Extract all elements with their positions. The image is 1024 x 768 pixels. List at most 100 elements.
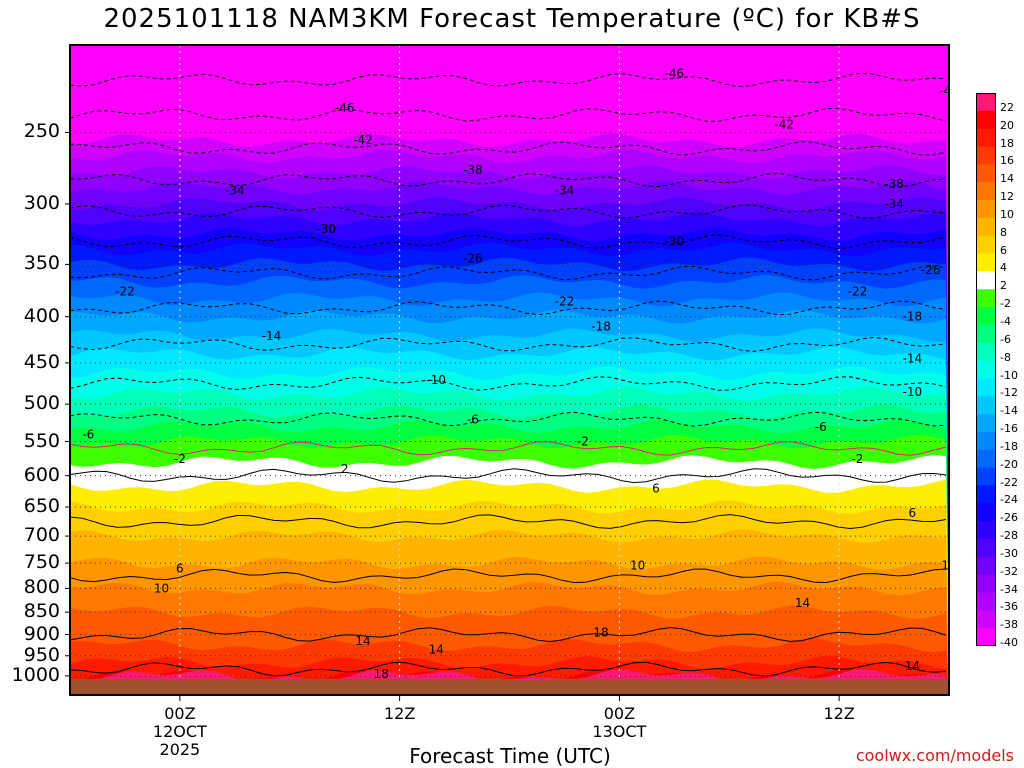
contour--26 (70, 234, 947, 250)
chart-title: 2025101118 NAM3KM Forecast Temperature (… (103, 4, 921, 34)
colorbar-swatch (976, 378, 996, 397)
contour-label: -46 (939, 84, 959, 98)
contour-label: 2 (341, 462, 349, 476)
colorbar-swatch (976, 182, 996, 201)
colorbar-swatch (976, 360, 996, 379)
colorbar-label: 22 (1000, 100, 1014, 114)
colorbar-swatch (976, 200, 996, 219)
contour-label: 2 (963, 462, 971, 476)
x-tick-line: 13OCT (592, 722, 647, 741)
colorbar-label: 12 (1000, 190, 1014, 204)
colorbar-label: -2 (1000, 297, 1011, 311)
colorbar-label: -34 (1000, 582, 1018, 596)
contour--18 (70, 300, 947, 316)
y-tick-label: 650 (23, 495, 60, 517)
colorbar-swatch (976, 110, 996, 130)
colorbar-swatch (976, 449, 996, 469)
x-tick-line: 2025 (159, 740, 201, 759)
x-tick-line: 00Z (164, 704, 196, 723)
colorbar-frame (976, 93, 996, 646)
colorbar-label: -16 (1000, 422, 1018, 436)
contour-label: -2 (577, 435, 589, 449)
colorbar-swatch (976, 217, 996, 237)
contour-label: 14 (795, 596, 810, 610)
x-tick-label: 12Z (794, 705, 884, 723)
contour--2 (70, 440, 947, 456)
colorbar-label: -28 (1000, 529, 1018, 543)
contour-label: 10 (630, 559, 645, 573)
contour--14 (70, 336, 947, 352)
x-tick-line: 12Z (383, 704, 416, 723)
colorbar-swatch (976, 574, 996, 593)
colorbar-swatch (976, 521, 996, 540)
colorbar-label: -36 (1000, 600, 1018, 614)
x-tick-label: 00Z 13OCT (574, 705, 664, 741)
contour--6 (70, 411, 947, 427)
colorbar-swatch (976, 414, 996, 433)
colorbar-swatch (976, 146, 996, 165)
contour-label: -26 (463, 252, 483, 266)
colorbar-swatch (976, 592, 996, 611)
contour-label: -6 (815, 420, 827, 434)
contour-label: -10 (903, 385, 923, 399)
y-tick-label: 750 (23, 551, 60, 574)
contour-label: -22 (848, 284, 868, 298)
y-tick-label: 350 (23, 252, 60, 275)
contour-label: -34 (884, 197, 904, 211)
contour-label: 6 (176, 561, 184, 575)
colorbar-swatch (976, 396, 996, 415)
colorbar-label: 14 (1000, 172, 1014, 186)
y-tick-label: 950 (23, 643, 60, 666)
y-tick-label: 900 (23, 622, 60, 645)
y-tick-label: 400 (23, 304, 60, 327)
contour--46 (70, 72, 947, 88)
colorbar-label: -4 (1000, 314, 1011, 328)
contour-label: 10 (941, 559, 956, 573)
colorbar-label: -18 (1000, 439, 1018, 453)
colorbar-label: -30 (1000, 546, 1018, 560)
y-tick-label: 850 (23, 600, 60, 623)
contour-label: -22 (115, 284, 135, 298)
contour-label: -6 (82, 427, 94, 441)
colorbar-label: 10 (1000, 207, 1014, 221)
contour--30 (70, 204, 947, 219)
contour-label: 14 (355, 634, 370, 648)
contour-label: -18 (903, 310, 923, 324)
contour-label: -42 (774, 118, 794, 132)
colorbar-label: -32 (1000, 564, 1018, 578)
colorbar-label: -40 (1000, 636, 1018, 650)
x-tick-label: 12Z (355, 705, 445, 723)
colorbar-swatch (976, 253, 996, 272)
contour-label: 6 (652, 481, 660, 495)
colorbar-swatch (976, 235, 996, 255)
contour--34 (70, 172, 947, 188)
y-tick-label: 550 (23, 429, 60, 452)
contour-label: -18 (591, 319, 611, 333)
colorbar (976, 93, 996, 646)
y-tick-label: 450 (23, 350, 60, 373)
y-tick-label: 300 (23, 191, 60, 214)
contour-10 (70, 568, 947, 584)
colorbar-label: 18 (1000, 136, 1014, 150)
colorbar-swatch (976, 93, 996, 112)
colorbar-swatch (976, 467, 996, 486)
y-tick-label: 1000 (11, 663, 60, 686)
contour-18 (70, 661, 947, 677)
colorbar-swatch (976, 307, 996, 326)
contour-label: 6 (909, 506, 917, 520)
colorbar-label: -24 (1000, 493, 1018, 507)
contour-label: -42 (353, 133, 373, 147)
contour-label: 18 (374, 667, 389, 681)
contour-label: -46 (335, 101, 355, 115)
ground-surface (70, 678, 949, 695)
contour-label: 18 (593, 625, 608, 639)
colorbar-swatch (976, 628, 996, 646)
contour-label: -30 (665, 234, 685, 248)
credit-link[interactable]: coolwx.com/models (855, 746, 1014, 765)
colorbar-label: -26 (1000, 511, 1018, 525)
colorbar-swatch (976, 324, 996, 344)
contour-label: -26 (921, 263, 941, 277)
colorbar-label: 6 (1000, 243, 1007, 257)
contour-2 (70, 468, 947, 484)
